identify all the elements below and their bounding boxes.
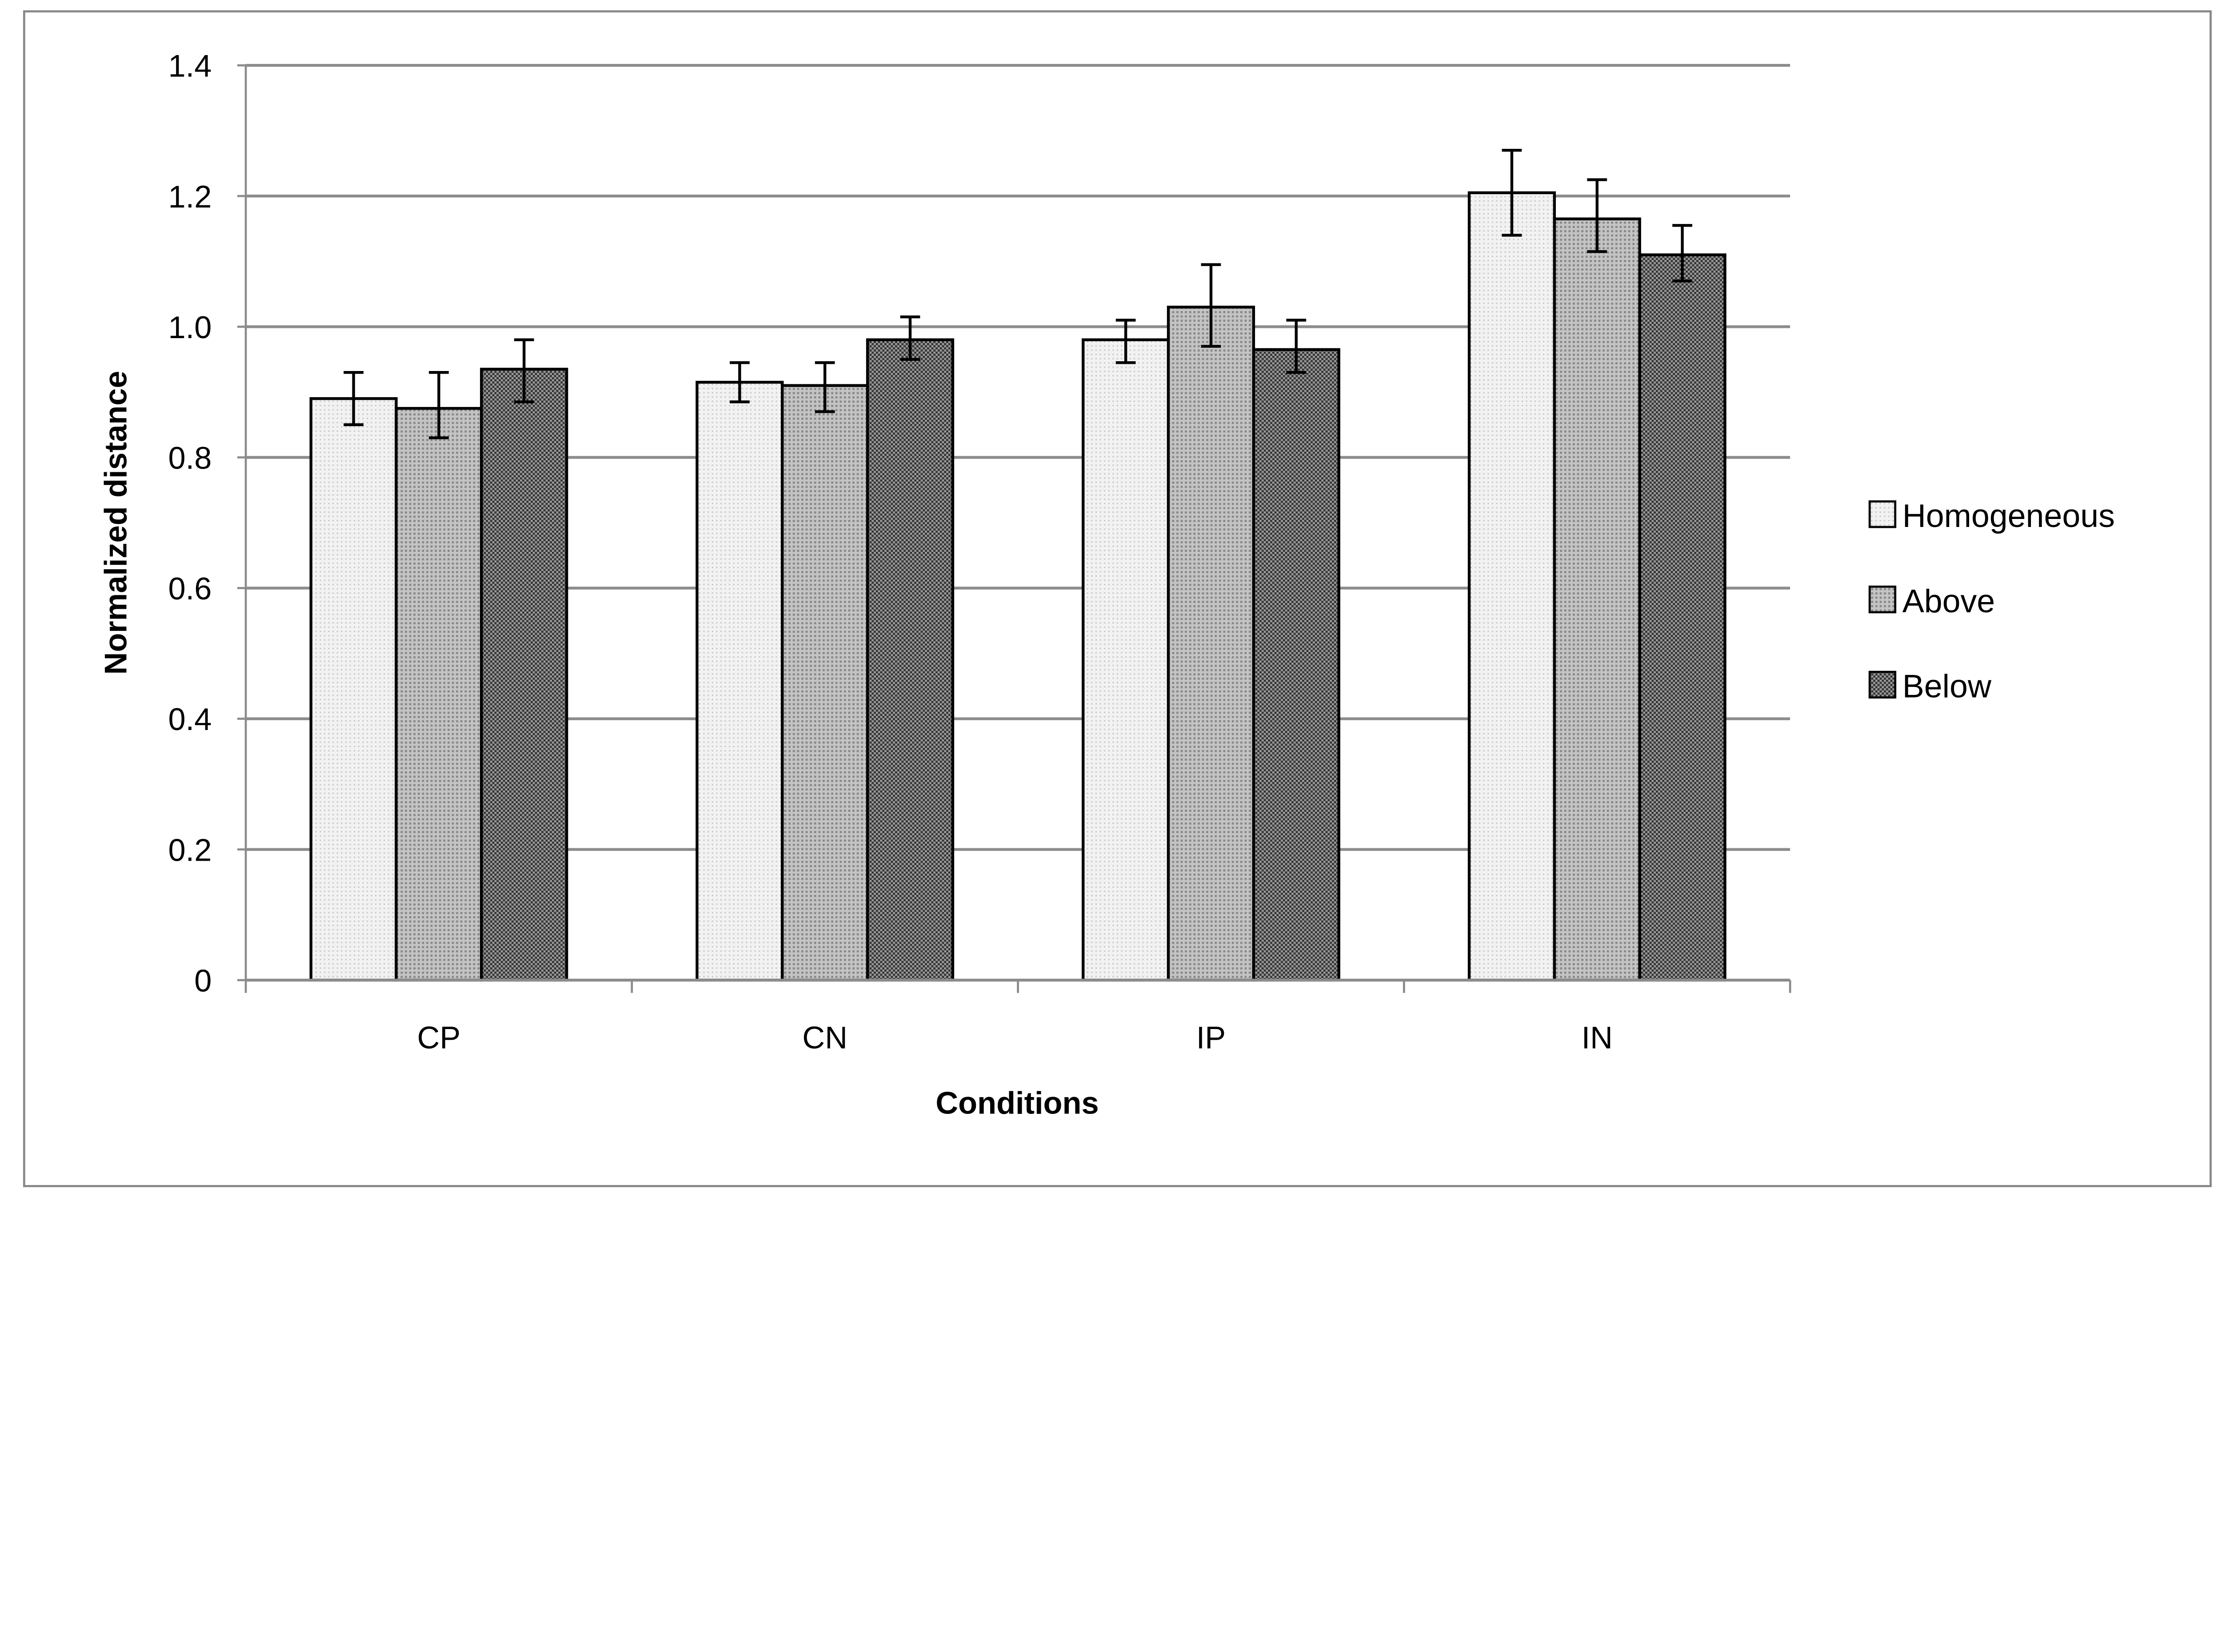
y-tick-label: 1.4 [168,48,212,84]
y-tick-label: 0.2 [168,832,212,867]
bar-below-in [1638,253,1726,982]
error-bar [1672,224,1692,283]
legend-swatch [1868,670,1897,699]
y-tick-label: 0.4 [168,702,212,737]
bar-below-cn [866,338,955,982]
y-tick-label: 1.2 [168,179,212,214]
x-tick-label: CN [802,1020,847,1055]
bar-above-ip [1167,305,1255,982]
bar-above-in [1553,217,1641,982]
error-bar [1115,319,1136,364]
error-bar [1587,178,1607,253]
legend: Homogeneous Above Below [1868,497,2115,705]
legend-label: Above [1902,583,1995,619]
error-bar [429,371,449,439]
bar-homogeneous-cp [309,397,398,982]
error-bar [730,361,750,403]
y-tick-label: 0 [194,963,212,998]
error-bar [1201,263,1221,348]
error-bar [1286,319,1307,374]
x-tick-label: IP [1196,1020,1226,1055]
error-bar [900,315,920,361]
error-bar [344,371,364,427]
y-tick-label: 0.8 [168,440,212,475]
error-bar [514,338,534,403]
bar-below-cp [480,367,568,982]
bar-above-cn [781,384,869,982]
error-bar [1502,149,1522,237]
bar-chart: 0 0.2 0.4 0.6 0.8 1.0 1.2 1.4 CP CN IP IN Normalize… [23,10,2212,1187]
y-axis-label: Normalized distance [98,371,133,674]
y-tick-label: 1.0 [168,310,212,345]
bar-below-ip [1252,348,1340,982]
y-tick-label: 0.6 [168,571,212,606]
x-axis-label: Conditions [935,1085,1099,1120]
bar-homogeneous-ip [1082,338,1170,982]
x-tick-label: CP [417,1020,461,1055]
legend-swatch [1868,500,1897,528]
legend-swatch [1868,585,1897,614]
bar-above-cp [395,407,483,982]
bar-homogeneous-cn [695,381,784,982]
legend-label: Homogeneous [1902,497,2115,534]
error-bar [815,361,835,413]
legend-label: Below [1902,668,1992,705]
x-tick-label: IN [1582,1020,1613,1055]
bar-homogeneous-in [1467,191,1556,982]
